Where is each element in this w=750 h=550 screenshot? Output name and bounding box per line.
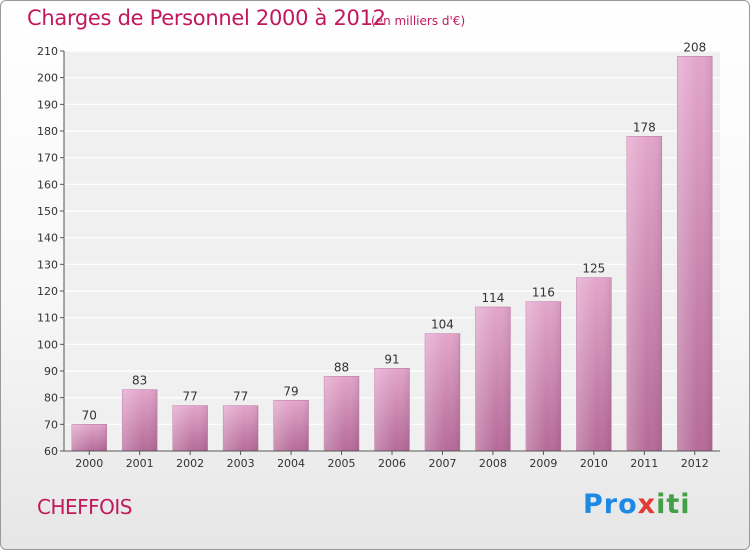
x-tick-label: 2004: [277, 457, 305, 470]
y-tick-label: 70: [44, 418, 58, 431]
y-tick-label: 120: [37, 285, 58, 298]
y-tick-label: 190: [37, 98, 58, 111]
bar-value-label: 178: [633, 120, 656, 134]
bar-shade: [677, 56, 713, 451]
bar-value-label: 208: [683, 40, 706, 54]
bar-value-label: 91: [384, 352, 399, 366]
y-tick-label: 200: [37, 72, 58, 85]
bar-value-label: 70: [82, 408, 97, 422]
y-tick-label: 110: [37, 312, 58, 325]
chart-title: Charges de Personnel 2000 à 2012: [27, 6, 386, 30]
bar-value-label: 77: [183, 390, 198, 404]
x-tick-label: 2008: [479, 457, 507, 470]
y-tick-label: 80: [44, 392, 58, 405]
x-tick-label: 2006: [378, 457, 406, 470]
bar-shade: [576, 277, 612, 451]
bar-shade: [172, 405, 208, 451]
proxiti-logo: Proxiti: [583, 489, 691, 520]
x-tick-label: 2009: [529, 457, 557, 470]
bar-shade: [71, 424, 107, 451]
bar-value-label: 77: [233, 390, 248, 404]
bar-value-label: 104: [431, 318, 454, 332]
bar-value-label: 114: [481, 291, 504, 305]
bar-shade: [475, 307, 511, 451]
chart-unit: (en milliers d'€): [371, 14, 466, 28]
y-tick-label: 160: [37, 178, 58, 191]
x-tick-label: 2011: [630, 457, 658, 470]
bar-shade: [122, 389, 158, 451]
y-tick-label: 170: [37, 152, 58, 165]
bar-value-label: 116: [532, 286, 555, 300]
bar-shade: [425, 333, 460, 451]
bar-shade: [273, 400, 309, 451]
x-tick-label: 2010: [580, 457, 608, 470]
x-tick-label: 2003: [227, 457, 255, 470]
y-tick-label: 90: [44, 365, 58, 378]
x-tick-label: 2005: [328, 457, 356, 470]
bar-value-label: 79: [283, 384, 298, 398]
bar-shade: [626, 136, 662, 452]
x-tick-label: 2002: [176, 457, 204, 470]
bar-value-label: 88: [334, 360, 349, 374]
bars: 70 83 77 77 79 88 91 104 114 116 125 178 208: [71, 40, 713, 452]
axes: 60 70 80 90 100 110 120 130 140 150 160 170 180 190 20…: [37, 45, 720, 470]
y-tick-label: 140: [37, 232, 58, 245]
y-tick-label: 180: [37, 125, 58, 138]
y-tick-label: 210: [37, 45, 58, 58]
bar-value-label: 125: [582, 262, 605, 276]
x-tick-label: 2007: [428, 457, 456, 470]
x-tick-label: 2001: [126, 457, 154, 470]
y-tick-label: 60: [44, 445, 58, 458]
y-tick-label: 130: [37, 258, 58, 271]
bar-value-label: 83: [132, 374, 147, 388]
y-tick-label: 100: [37, 338, 58, 351]
bar-shade: [525, 301, 561, 451]
y-tick-label: 150: [37, 205, 58, 218]
bar-shade: [324, 376, 359, 451]
commune-name: CHEFFOIS: [37, 495, 132, 519]
x-tick-label: 2012: [681, 457, 709, 470]
bar-shade: [223, 405, 259, 451]
x-tick-label: 2000: [75, 457, 103, 470]
bar-shade: [374, 368, 410, 451]
